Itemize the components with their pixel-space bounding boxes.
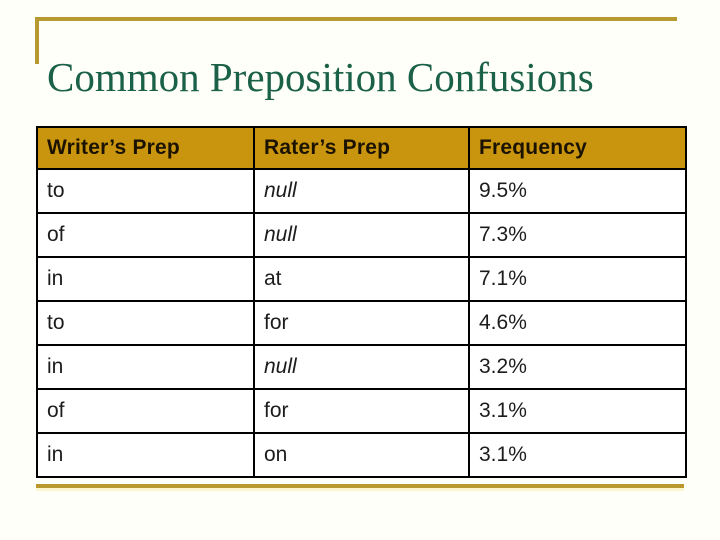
- table-cell: of: [36, 212, 255, 258]
- table-cell: to: [36, 168, 255, 214]
- table-cell: 9.5%: [468, 168, 687, 214]
- table-cell: at: [253, 256, 470, 302]
- table-cell: for: [253, 388, 470, 434]
- table-cell: 3.1%: [468, 432, 687, 478]
- table-cell: in: [36, 432, 255, 478]
- title-top-rule: [35, 17, 677, 21]
- table-row: to null 9.5%: [36, 168, 687, 214]
- table-row: of null 7.3%: [36, 212, 687, 258]
- table-bottom-gold-rule: [36, 484, 684, 488]
- table-cell: on: [253, 432, 470, 478]
- table-header: Writer’s Prep Rater’s Prep Frequency: [36, 126, 687, 170]
- slide-title: Common Preposition Confusions: [47, 54, 594, 101]
- table-row: to for 4.6%: [36, 300, 687, 346]
- table-cell: to: [36, 300, 255, 346]
- table-header-row: Writer’s Prep Rater’s Prep Frequency: [36, 126, 687, 170]
- table-cell: 3.1%: [468, 388, 687, 434]
- table-body: to null 9.5% of null 7.3% in at 7.1% to for 4.6% in n…: [36, 168, 687, 478]
- table-cell: null: [253, 212, 470, 258]
- column-header-writers-prep: Writer’s Prep: [36, 126, 255, 170]
- table-bottom-pale-rule: [36, 488, 684, 491]
- table-row: of for 3.1%: [36, 388, 687, 434]
- table-cell: of: [36, 388, 255, 434]
- column-header-raters-prep: Rater’s Prep: [253, 126, 470, 170]
- table-cell: 7.3%: [468, 212, 687, 258]
- table-cell: in: [36, 256, 255, 302]
- table-cell: null: [253, 344, 470, 390]
- preposition-table: Writer’s Prep Rater’s Prep Frequency to n…: [36, 126, 687, 478]
- table-cell: null: [253, 168, 470, 214]
- table-row: in on 3.1%: [36, 432, 687, 478]
- column-header-frequency: Frequency: [468, 126, 687, 170]
- preposition-table-wrap: Writer’s Prep Rater’s Prep Frequency to n…: [36, 126, 687, 478]
- table-row: in at 7.1%: [36, 256, 687, 302]
- table-cell: 7.1%: [468, 256, 687, 302]
- table-row: in null 3.2%: [36, 344, 687, 390]
- table-cell: in: [36, 344, 255, 390]
- table-cell: 3.2%: [468, 344, 687, 390]
- table-cell: 4.6%: [468, 300, 687, 346]
- title-left-rule: [35, 17, 39, 64]
- table-cell: for: [253, 300, 470, 346]
